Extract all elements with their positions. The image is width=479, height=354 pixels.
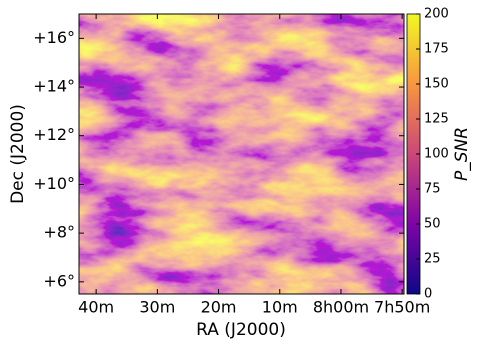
x-tick-label: 40m: [78, 298, 114, 317]
x-tick-label: 30m: [139, 298, 175, 317]
x-tick-label: 8h00m: [313, 298, 369, 317]
colorbar-tick-label: 25: [424, 252, 441, 267]
colorbar-tick-label: 100: [424, 147, 449, 162]
x-tick-label: 20m: [201, 298, 237, 317]
y-tick-label: +10°: [33, 174, 75, 193]
x-tick-label: 7h50m: [374, 298, 430, 317]
y-axis-label: Dec (J2000): [8, 104, 28, 204]
colorbar-tick-label: 125: [424, 112, 449, 127]
y-tick-label: +12°: [33, 125, 75, 144]
colorbar-label: P_SNR: [452, 127, 472, 181]
y-tick-label: +14°: [33, 77, 75, 96]
colorbar-tick-label: 50: [424, 217, 441, 232]
sky-image: [79, 14, 404, 294]
plot-frame: [78, 13, 405, 295]
colorbar-tick-label: 150: [424, 77, 449, 92]
y-tick-label: +6°: [43, 271, 75, 290]
colorbar-tick-label: 200: [424, 7, 449, 22]
y-tick-label: +16°: [33, 28, 75, 47]
x-axis-label: RA (J2000): [196, 320, 286, 340]
x-tick-label: 10m: [262, 298, 298, 317]
y-tick-label: +8°: [43, 223, 75, 242]
colorbar-tick-label: 0: [424, 287, 432, 302]
colorbar-tick-label: 75: [424, 182, 441, 197]
colorbar-tick-label: 175: [424, 42, 449, 57]
